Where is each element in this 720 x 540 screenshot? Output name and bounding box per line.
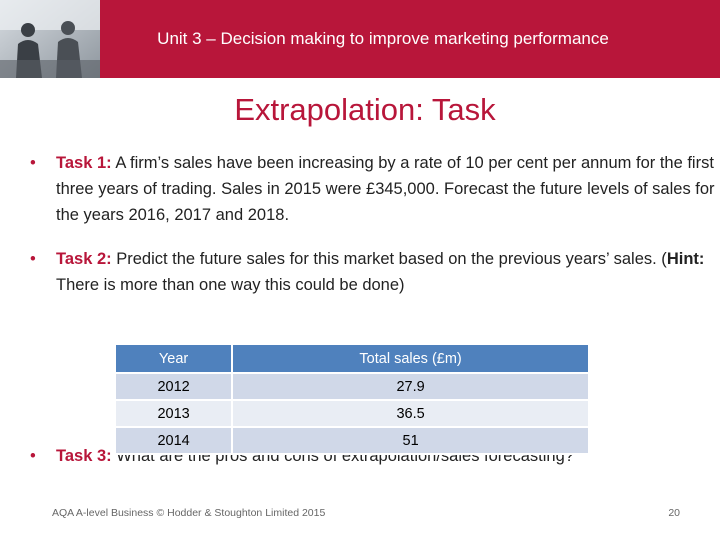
task-1: • Task 1: A firm’s sales have been increa… bbox=[30, 154, 715, 224]
table-row: 2012 27.9 bbox=[113, 372, 590, 401]
task-text: A firm’s sales have been increasing by a… bbox=[56, 154, 715, 224]
header-bar bbox=[100, 0, 720, 78]
footer-credit: AQA A-level Business © Hodder & Stoughto… bbox=[52, 507, 326, 519]
sales-table: Year Total sales (£m) 2012 27.9 2013 36.5 20… bbox=[113, 343, 590, 455]
header-cell: Year bbox=[113, 343, 234, 374]
table-cell: 36.5 bbox=[231, 399, 590, 428]
task-label: Task 1: bbox=[56, 154, 112, 172]
task-label: Task 2: bbox=[56, 250, 112, 268]
table-cell: 51 bbox=[231, 426, 590, 455]
table-cell: 2012 bbox=[113, 372, 234, 401]
table-header: Year Total sales (£m) bbox=[113, 343, 590, 374]
table-row: 2013 36.5 bbox=[113, 399, 590, 428]
table-cell: 2014 bbox=[113, 426, 234, 455]
table-cell: 27.9 bbox=[231, 372, 590, 401]
header-photo bbox=[0, 0, 100, 78]
hint-text: There is more than one way this could be… bbox=[56, 276, 405, 294]
task-text: Predict the future sales for this market… bbox=[116, 250, 667, 268]
table-cell: 2013 bbox=[113, 399, 234, 428]
hint-label: Hint: bbox=[666, 250, 705, 268]
page-number: 20 bbox=[668, 507, 680, 519]
table-row: 2014 51 bbox=[113, 426, 590, 455]
task-2: • Task 2: Predict the future sales for th… bbox=[30, 250, 705, 294]
slide-title: Extrapolation: Task bbox=[234, 92, 496, 127]
header-cell: Total sales (£m) bbox=[231, 343, 590, 374]
header-title: Unit 3 – Decision making to improve mark… bbox=[157, 29, 609, 48]
task-label: Task 3: bbox=[56, 447, 112, 465]
